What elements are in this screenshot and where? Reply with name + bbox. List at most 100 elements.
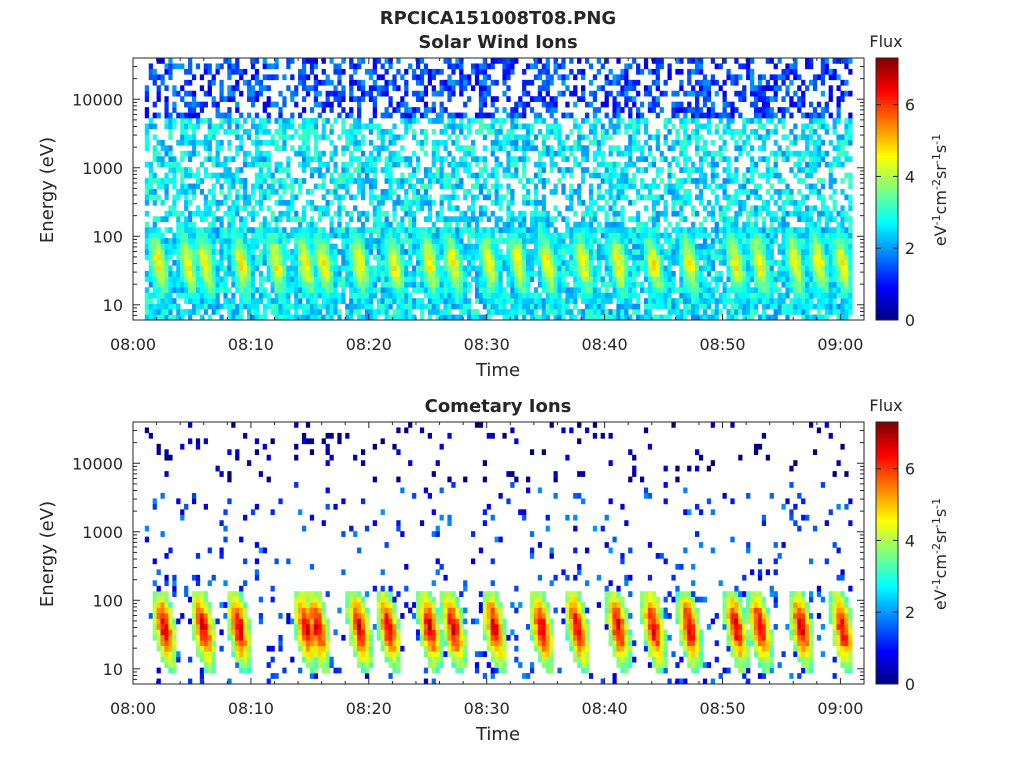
heatmap-cell	[490, 238, 495, 244]
heatmap-cell	[349, 292, 354, 299]
heatmap-cell	[415, 227, 421, 233]
heatmap-cell	[443, 276, 448, 283]
heatmap-cell	[514, 139, 519, 146]
heatmap-cell	[482, 298, 488, 304]
heatmap-cell	[384, 68, 389, 75]
heatmap-cell	[254, 150, 260, 157]
heatmap-cell	[467, 150, 472, 157]
heatmap-cell	[667, 161, 672, 168]
heatmap-cell	[600, 298, 605, 304]
heatmap-cell	[227, 205, 232, 212]
heatmap-cell	[679, 199, 684, 206]
heatmap-cell	[427, 303, 432, 310]
heatmap-cell	[671, 123, 676, 130]
heatmap-cell	[467, 265, 472, 272]
heatmap-cell	[435, 243, 440, 250]
heatmap-cell	[632, 128, 637, 135]
heatmap-cell	[207, 172, 212, 179]
heatmap-cell	[188, 134, 193, 141]
heatmap-cell	[227, 303, 232, 310]
heatmap-cell	[596, 118, 601, 124]
heatmap-cell	[663, 276, 668, 283]
heatmap-cell	[195, 167, 201, 173]
heatmap-cell	[211, 74, 216, 81]
heatmap-cell	[321, 194, 326, 201]
heatmap-cell	[722, 281, 727, 288]
heatmap-cell	[581, 249, 586, 255]
heatmap-cell	[243, 276, 248, 283]
heatmap-cell	[191, 232, 197, 239]
heatmap-cell	[349, 90, 354, 97]
heatmap-cell	[604, 232, 609, 239]
heatmap-cell	[734, 287, 739, 294]
heatmap-cell	[415, 232, 421, 239]
heatmap-cell	[258, 183, 263, 190]
heatmap-cell	[207, 210, 212, 217]
heatmap-cell	[290, 123, 295, 130]
heatmap-cell	[549, 96, 554, 102]
heatmap-cell	[227, 249, 232, 255]
heatmap-cell	[490, 150, 495, 157]
heatmap-cell	[172, 281, 177, 288]
heatmap-cell	[388, 276, 393, 283]
heatmap-cell	[581, 265, 586, 272]
heatmap-cell	[541, 276, 546, 283]
heatmap-cell	[742, 145, 747, 152]
heatmap-cell	[427, 259, 432, 266]
heatmap-cell	[246, 79, 252, 86]
heatmap-cell	[372, 68, 377, 75]
heatmap-cell	[360, 276, 366, 283]
heatmap-cell	[675, 156, 680, 163]
heatmap-cell	[746, 298, 751, 304]
heatmap-cell	[262, 178, 267, 184]
heatmap-cell	[565, 74, 570, 81]
heatmap-cell	[581, 232, 586, 239]
heatmap-cell	[679, 79, 684, 86]
heatmap-cell	[600, 134, 605, 141]
heatmap-cell	[753, 287, 759, 294]
heatmap-cell	[227, 183, 232, 190]
heatmap-cell	[616, 58, 621, 64]
heatmap-cell	[376, 85, 381, 92]
heatmap-cell	[506, 112, 511, 119]
heatmap-cell	[647, 161, 653, 168]
heatmap-cell	[498, 227, 503, 233]
heatmap-cell	[632, 134, 637, 141]
heatmap-cell	[439, 270, 444, 277]
heatmap-cell	[675, 194, 680, 201]
heatmap-cell	[549, 145, 554, 152]
heatmap-cell	[726, 243, 731, 250]
heatmap-cell	[679, 276, 684, 283]
heatmap-cell	[561, 309, 566, 315]
heatmap-cell	[757, 227, 763, 233]
heatmap-cell	[294, 232, 299, 239]
heatmap-cell	[211, 189, 216, 195]
heatmap-cell	[494, 265, 499, 272]
heatmap-cell	[498, 309, 503, 315]
heatmap-cell	[695, 232, 700, 239]
heatmap-cell	[408, 314, 413, 321]
heatmap-cell	[474, 74, 480, 81]
heatmap-cell	[419, 96, 425, 102]
heatmap-cell	[368, 118, 374, 124]
heatmap-cell	[419, 79, 425, 86]
heatmap-cell	[463, 134, 468, 141]
heatmap-cell	[541, 134, 546, 141]
heatmap-cell	[596, 161, 601, 168]
heatmap-cell	[612, 281, 617, 288]
heatmap-cell	[443, 221, 448, 228]
heatmap-cell	[345, 303, 350, 310]
heatmap-cell	[608, 134, 613, 141]
heatmap-cell	[400, 303, 405, 310]
heatmap-cell	[372, 178, 377, 184]
heatmap-cell	[706, 259, 712, 266]
heatmap-cell	[415, 90, 421, 97]
heatmap-cell	[368, 314, 374, 321]
heatmap-cell	[294, 309, 299, 315]
heatmap-cell	[168, 63, 173, 70]
heatmap-cell	[632, 254, 637, 261]
heatmap-cell	[698, 85, 704, 92]
heatmap-cell	[545, 303, 550, 310]
heatmap-cell	[604, 79, 609, 86]
heatmap-cell	[412, 276, 417, 283]
